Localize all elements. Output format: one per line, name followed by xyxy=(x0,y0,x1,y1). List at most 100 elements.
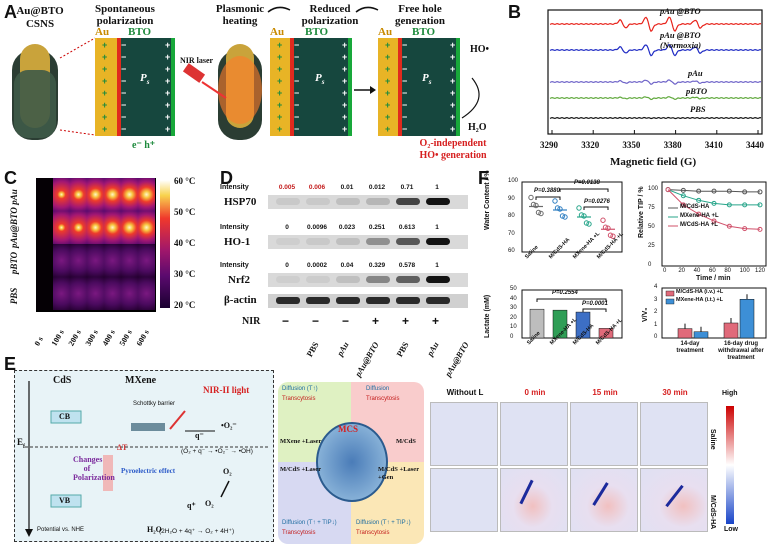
thermal-row-label: pBTO xyxy=(9,251,19,275)
intensity-value: 0.0096 xyxy=(307,224,327,231)
actin-band xyxy=(336,297,360,304)
thermal-cell xyxy=(138,211,155,244)
plus-charge: + xyxy=(450,52,456,62)
band-diagram-svg xyxy=(25,381,270,537)
epr-tick-label: 3320 xyxy=(581,140,600,150)
lactate-frame xyxy=(521,289,623,339)
water-point xyxy=(528,194,534,201)
mcs-quadrants: MCS Diffusion (T↑) Transcytosis MXene +L… xyxy=(278,382,424,544)
plus-charge: + xyxy=(165,52,171,62)
micro-colorbar xyxy=(726,406,734,524)
intensity-value: 0 xyxy=(285,262,289,269)
micro-col-label: 15 min xyxy=(592,388,618,397)
water-point xyxy=(554,205,561,211)
epr-series-4 xyxy=(549,116,762,120)
micro-col-label: 30 min xyxy=(662,388,688,397)
au-plus-charge: + xyxy=(102,112,108,122)
nir-sign: + xyxy=(372,314,380,328)
blot-band xyxy=(276,198,300,205)
minus-charge: − xyxy=(121,112,127,122)
cds-label: CdS xyxy=(53,375,72,386)
minus-charge: − xyxy=(294,64,300,74)
minus-charge: − xyxy=(294,100,300,110)
lactate-ytick: 30 xyxy=(510,305,517,312)
polarization-block-3 xyxy=(378,38,460,136)
panel-e: CdS MXene NIR-II light Schottky barrier … xyxy=(0,366,771,546)
micrograph xyxy=(500,468,568,532)
actin-label: β-actin xyxy=(224,294,257,306)
protein-label-nrf2: Nrf2 xyxy=(228,274,250,286)
plus-charge: + xyxy=(165,76,171,86)
tip-xtick: 80 xyxy=(724,268,732,274)
thermal-cell xyxy=(70,178,87,211)
thermal-cell xyxy=(121,178,138,211)
micro-vessel xyxy=(519,479,534,505)
tip-legend-label: M/CdS-HA xyxy=(680,204,710,210)
thermal-cell xyxy=(87,277,104,310)
epr-legend-3: pBTO xyxy=(686,86,708,96)
blot-band xyxy=(336,238,360,245)
micro-vessel xyxy=(592,482,609,506)
au-plus-charge: + xyxy=(277,64,283,74)
plus-charge: + xyxy=(450,40,456,50)
water-point xyxy=(559,213,566,219)
minus-charge: − xyxy=(294,40,300,50)
blot-band xyxy=(306,238,330,245)
quad-tl-title: MXene +Laser xyxy=(280,438,322,445)
nir-laser-label: NIR laser xyxy=(180,56,214,65)
plus-charge: + xyxy=(450,88,456,98)
volume-legend-swatch xyxy=(665,298,675,305)
lactate-bar xyxy=(575,311,591,339)
epr-tick-label: 3440 xyxy=(746,140,764,150)
water-ytick: 90 xyxy=(508,195,515,202)
volume-legend-swatch xyxy=(665,290,675,297)
mxene-label: MXene xyxy=(125,375,157,386)
plus-charge: + xyxy=(342,76,348,86)
intensity-value: 0 xyxy=(285,224,289,231)
volume-ytick: 4 xyxy=(654,284,658,290)
lactate-bar xyxy=(552,309,568,339)
lactate-bar xyxy=(598,328,614,339)
minus-charge: − xyxy=(402,64,408,74)
intensity-value: 1 xyxy=(435,224,439,231)
lactate-p2: P=0.0001 xyxy=(582,301,608,307)
minus-charge: − xyxy=(402,124,408,134)
volume-bar xyxy=(739,299,755,339)
quad-br-item-1: Diffusion (T↑ + TIP↓) xyxy=(356,520,411,526)
intensity-value: 1 xyxy=(435,262,439,269)
panel-d: Intensity 0.005 0.006 0.01 0.012 0.71 1 HSP70 In… xyxy=(220,170,475,378)
thermal-cell xyxy=(70,277,87,310)
tip-xlabel: Time / min xyxy=(696,275,731,282)
tip-series-2 xyxy=(667,189,761,230)
step-plasmonic: Plasmonic heating xyxy=(215,3,265,27)
panel-f: Water Content / % 60 70 80 90 100 Saline M/CdS-… xyxy=(480,170,771,362)
water-point xyxy=(562,214,568,220)
minus-charge: − xyxy=(121,64,127,74)
thermal-scale-label: 50 °C xyxy=(174,207,196,217)
panel-label-c: C xyxy=(4,168,17,188)
schottky-label: Schottky barrier xyxy=(133,401,176,407)
cb-label: CB xyxy=(59,412,71,421)
au-plus-charge: + xyxy=(277,88,283,98)
au-plus-charge: + xyxy=(102,76,108,86)
epr-legend-0: pAu @BTO xyxy=(660,6,701,16)
band-diagram: CdS MXene NIR-II light Schottky barrier … xyxy=(14,370,274,542)
plus-charge: + xyxy=(342,52,348,62)
intensity-value: 1 xyxy=(435,184,439,191)
thermal-cell xyxy=(121,277,138,310)
water-p2: P=0.0138 xyxy=(574,180,600,186)
water-ylabel: Water Content / % xyxy=(484,170,491,230)
au-plus-charge: + xyxy=(385,40,391,50)
thermal-cell xyxy=(104,211,121,244)
intensity-value: 0.71 xyxy=(400,184,414,191)
thermal-scale-label: 30 °C xyxy=(174,269,196,279)
minus-charge: − xyxy=(402,52,408,62)
tip-series-0 xyxy=(667,189,760,193)
water-point xyxy=(600,217,606,223)
minus-charge: − xyxy=(121,88,127,98)
tumor-spheroid xyxy=(316,422,388,502)
au-plus-charge: + xyxy=(385,112,391,122)
equation-2: (2H₂O + 4q⁺ → O₂ + 4H⁺) xyxy=(159,528,235,535)
epr-series-2 xyxy=(549,79,762,85)
tip-xtick: 0 xyxy=(663,268,667,274)
